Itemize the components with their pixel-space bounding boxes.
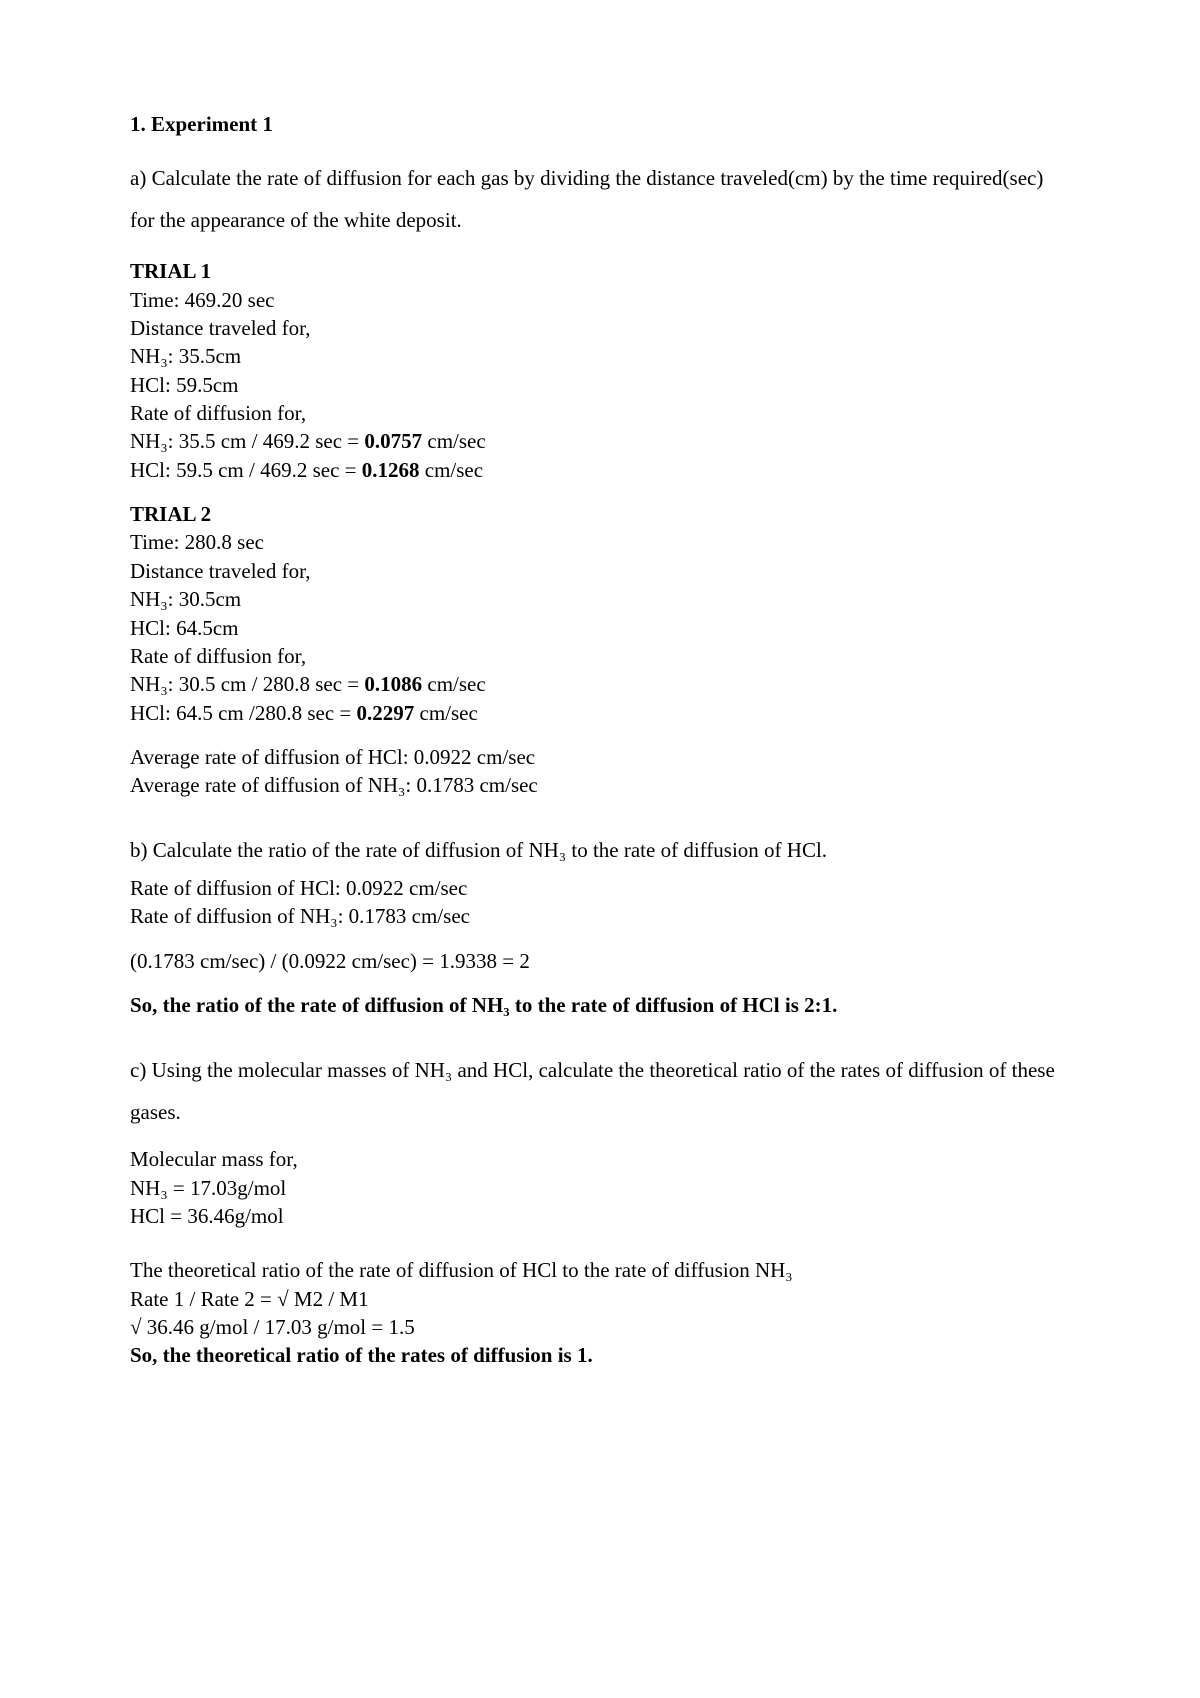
- part-a-intro: a) Calculate the rate of diffusion for e…: [130, 157, 1070, 241]
- part-c-mm-label: Molecular mass for,: [130, 1145, 1070, 1173]
- part-b-rate-nh3: Rate of diffusion of NH₃: 0.1783 cm/sec: [130, 902, 1070, 930]
- spacer: [130, 816, 1070, 836]
- trial-2-hcl-rate: HCl: 64.5 cm /280.8 sec = 0.2297 cm/sec: [130, 699, 1070, 727]
- trial-1-hcl-rate: HCl: 59.5 cm / 469.2 sec = 0.1268 cm/sec: [130, 456, 1070, 484]
- trial-1-hcl-rate-pre: HCl: 59.5 cm / 469.2 sec =: [130, 458, 362, 482]
- trial-1-block: TRIAL 1 Time: 469.20 sec Distance travel…: [130, 257, 1070, 484]
- trial-1-nh3-rate-val: 0.0757: [364, 429, 422, 453]
- part-c-intro: c) Using the molecular masses of NH₃ and…: [130, 1049, 1070, 1133]
- trial-2-dist-label: Distance traveled for,: [130, 557, 1070, 585]
- avg-nh3: Average rate of diffusion of NH₃: 0.1783…: [130, 771, 1070, 799]
- trial-2-nh3-rate: NH₃: 30.5 cm / 280.8 sec = 0.1086 cm/sec: [130, 670, 1070, 698]
- experiment-heading: 1. Experiment 1: [130, 110, 1070, 139]
- part-b-intro: b) Calculate the ratio of the rate of di…: [130, 836, 1070, 864]
- trial-2-hcl-dist: HCl: 64.5cm: [130, 614, 1070, 642]
- trial-1-rate-label: Rate of diffusion for,: [130, 399, 1070, 427]
- trial-1-hcl-rate-post: cm/sec: [420, 458, 484, 482]
- trial-2-nh3-rate-val: 0.1086: [364, 672, 422, 696]
- trial-2-time: Time: 280.8 sec: [130, 528, 1070, 556]
- part-c-mm-nh3: NH₃ = 17.03g/mol: [130, 1174, 1070, 1202]
- trial-2-nh3-dist: NH₃: 30.5cm: [130, 585, 1070, 613]
- trial-1-time: Time: 469.20 sec: [130, 286, 1070, 314]
- trial-1-nh3-rate-pre: NH₃: 35.5 cm / 469.2 sec =: [130, 429, 364, 453]
- part-b-calc: (0.1783 cm/sec) / (0.0922 cm/sec) = 1.93…: [130, 947, 1070, 975]
- trial-1-title: TRIAL 1: [130, 257, 1070, 285]
- part-c-mm-block: Molecular mass for, NH₃ = 17.03g/mol HCl…: [130, 1145, 1070, 1230]
- trial-2-rate-label: Rate of diffusion for,: [130, 642, 1070, 670]
- part-c-theoretical-block: The theoretical ratio of the rate of dif…: [130, 1256, 1070, 1369]
- trial-2-nh3-rate-post: cm/sec: [422, 672, 486, 696]
- spacer: [130, 1246, 1070, 1256]
- trial-1-dist-label: Distance traveled for,: [130, 314, 1070, 342]
- spacer: [130, 1019, 1070, 1049]
- trial-2-hcl-rate-pre: HCl: 64.5 cm /280.8 sec =: [130, 701, 357, 725]
- avg-hcl: Average rate of diffusion of HCl: 0.0922…: [130, 743, 1070, 771]
- trial-1-nh3-dist: NH₃: 35.5cm: [130, 342, 1070, 370]
- trial-1-hcl-dist: HCl: 59.5cm: [130, 371, 1070, 399]
- trial-1-hcl-rate-val: 0.1268: [362, 458, 420, 482]
- trial-2-hcl-rate-post: cm/sec: [414, 701, 478, 725]
- part-b-rate-hcl: Rate of diffusion of HCl: 0.0922 cm/sec: [130, 874, 1070, 902]
- spacer: [130, 864, 1070, 874]
- part-c-theoretical-3: √ 36.46 g/mol / 17.03 g/mol = 1.5: [130, 1313, 1070, 1341]
- part-b-conclusion: So, the ratio of the rate of diffusion o…: [130, 991, 1070, 1019]
- trial-2-block: TRIAL 2 Time: 280.8 sec Distance travele…: [130, 500, 1070, 727]
- trial-2-title: TRIAL 2: [130, 500, 1070, 528]
- trial-1-nh3-rate: NH₃: 35.5 cm / 469.2 sec = 0.0757 cm/sec: [130, 427, 1070, 455]
- part-c-mm-hcl: HCl = 36.46g/mol: [130, 1202, 1070, 1230]
- trial-2-nh3-rate-pre: NH₃: 30.5 cm / 280.8 sec =: [130, 672, 364, 696]
- trial-2-hcl-rate-val: 0.2297: [357, 701, 415, 725]
- averages-block: Average rate of diffusion of HCl: 0.0922…: [130, 743, 1070, 800]
- part-c-theoretical-1: The theoretical ratio of the rate of dif…: [130, 1256, 1070, 1284]
- document-page: 1. Experiment 1 a) Calculate the rate of…: [0, 0, 1200, 1470]
- part-c-theoretical-2: Rate 1 / Rate 2 = √ M2 / M1: [130, 1285, 1070, 1313]
- part-b-rates: Rate of diffusion of HCl: 0.0922 cm/sec …: [130, 874, 1070, 931]
- part-c-conclusion: So, the theoretical ratio of the rates o…: [130, 1341, 1070, 1369]
- trial-1-nh3-rate-post: cm/sec: [422, 429, 486, 453]
